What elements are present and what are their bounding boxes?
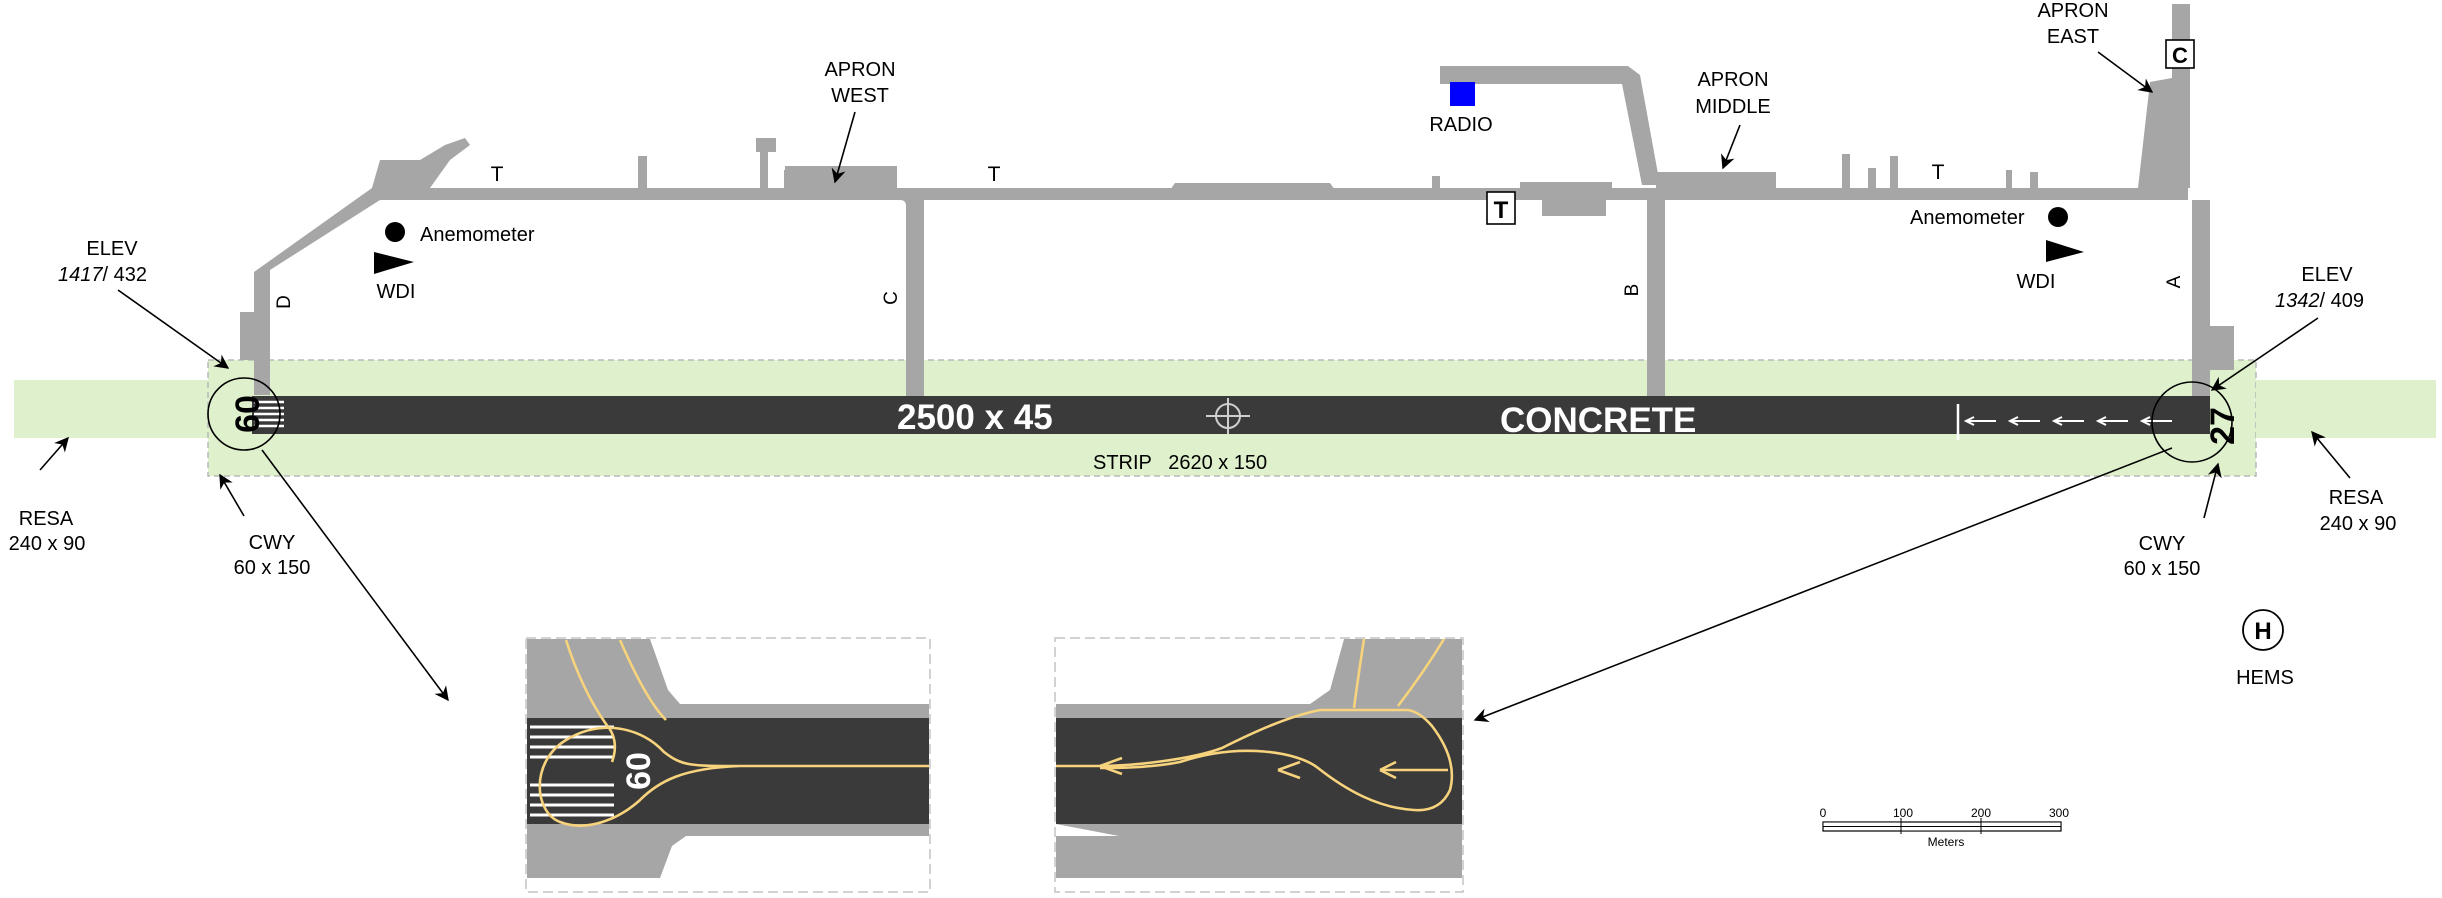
apron-west-arrow — [831, 111, 856, 184]
elev-west-arrow — [117, 289, 230, 369]
apron-east-label-line1: APRON — [2037, 0, 2108, 22]
scale-tick-100: 100 — [1893, 806, 1913, 820]
wdi-west-icon — [374, 252, 414, 274]
runway-surface: CONCRETE — [1500, 401, 1696, 440]
cwy-west-arrow — [219, 473, 245, 517]
anemometer-west-icon — [385, 222, 405, 242]
resa-east-arrow — [2311, 430, 2351, 479]
terminal-symbol-box — [1486, 191, 1516, 225]
apron-middle-arrow — [1721, 124, 1741, 170]
inset-east — [1054, 637, 1464, 893]
anemometer-west-label: Anemometer — [420, 224, 535, 246]
hems-icon-circle — [2242, 609, 2284, 651]
taxiway-label-t-middle: T — [988, 163, 1001, 186]
inset-west-leader — [261, 449, 449, 702]
elev-west-values: 1417/ 432 — [58, 264, 147, 286]
displaced-threshold-arrows — [1963, 416, 2172, 426]
runway-designator-east: 27 — [2204, 407, 2242, 445]
scale-tick-300: 300 — [2049, 806, 2069, 820]
resa-west-dims: 240 x 90 — [9, 533, 86, 555]
taxiway-label-b: B — [1622, 284, 1643, 297]
anemometer-east-label: Anemometer — [1910, 207, 2025, 229]
scale-tick-200: 200 — [1971, 806, 1991, 820]
taxiway-label-t-east: T — [1932, 161, 1945, 184]
apron-east-label-line2: EAST — [2047, 26, 2099, 48]
cwy-east-dims: 60 x 150 — [2124, 558, 2201, 580]
cwy-east-label: CWY — [2139, 533, 2186, 555]
radio-icon — [1450, 82, 1475, 106]
terminal-symbol: T — [1494, 197, 1509, 224]
taxiway-label-t-west: T — [491, 163, 504, 186]
runway-end-circle-west — [207, 377, 281, 451]
cwy-west-label: CWY — [249, 532, 296, 554]
resa-east — [2256, 380, 2436, 438]
apron-west-label-line2: WEST — [831, 85, 889, 107]
apron-east-arrow — [2097, 51, 2154, 93]
inset-west-designator: 60 — [620, 752, 658, 790]
cwy-west-dims: 60 x 150 — [234, 557, 311, 579]
inset-west: 60 — [525, 637, 931, 893]
taxiway-label-c: C — [881, 291, 902, 305]
taxiway-radius-fillers — [900, 200, 906, 206]
apron-west-label-line1: APRON — [824, 59, 895, 81]
taxiway-label-d: D — [274, 295, 295, 309]
inset-east-leader — [1473, 447, 2173, 722]
apron-middle-label-line2: MIDDLE — [1695, 96, 1771, 118]
radio-label: RADIO — [1429, 114, 1492, 136]
runway-dimensions: 2500 x 45 — [897, 398, 1053, 437]
taxiway-label-a: A — [2164, 275, 2185, 288]
scale-unit: Meters — [1928, 835, 1965, 849]
aerodrome-reference-point-icon — [1206, 398, 1250, 434]
hems-label: HEMS — [2236, 667, 2294, 689]
scale-bar: 0 100 200 300 Meters — [1820, 806, 2070, 849]
wdi-east-label: WDI — [2017, 271, 2056, 293]
elev-east-arrow — [2210, 317, 2319, 391]
apron-middle-label-line1: APRON — [1697, 69, 1768, 91]
resa-west-label: RESA — [19, 508, 74, 530]
runway-designator-west: 60 — [229, 395, 267, 433]
cwy-east-arrow — [2203, 462, 2222, 519]
runway-end-circle-east — [2151, 381, 2233, 463]
apron-east-symbol-box — [2165, 39, 2195, 69]
apron-east-symbol: C — [2172, 43, 2188, 68]
elev-east-label: ELEV — [2301, 264, 2353, 286]
resa-east-label: RESA — [2329, 487, 2384, 509]
taxiway-network — [240, 4, 2234, 398]
wdi-east-icon — [2046, 240, 2084, 262]
resa-west — [14, 380, 208, 438]
hems-icon-symbol: H — [2254, 618, 2271, 645]
scale-tick-0: 0 — [1820, 806, 1827, 820]
resa-west-arrow — [39, 436, 69, 471]
resa-east-dims: 240 x 90 — [2320, 513, 2397, 535]
strip-label: STRIP 2620 x 150 — [1093, 452, 1267, 474]
elev-west-label: ELEV — [86, 238, 138, 260]
anemometer-east-icon — [2048, 207, 2068, 227]
wdi-west-label: WDI — [377, 281, 416, 303]
elev-east-values: 1342/ 409 — [2275, 290, 2364, 312]
